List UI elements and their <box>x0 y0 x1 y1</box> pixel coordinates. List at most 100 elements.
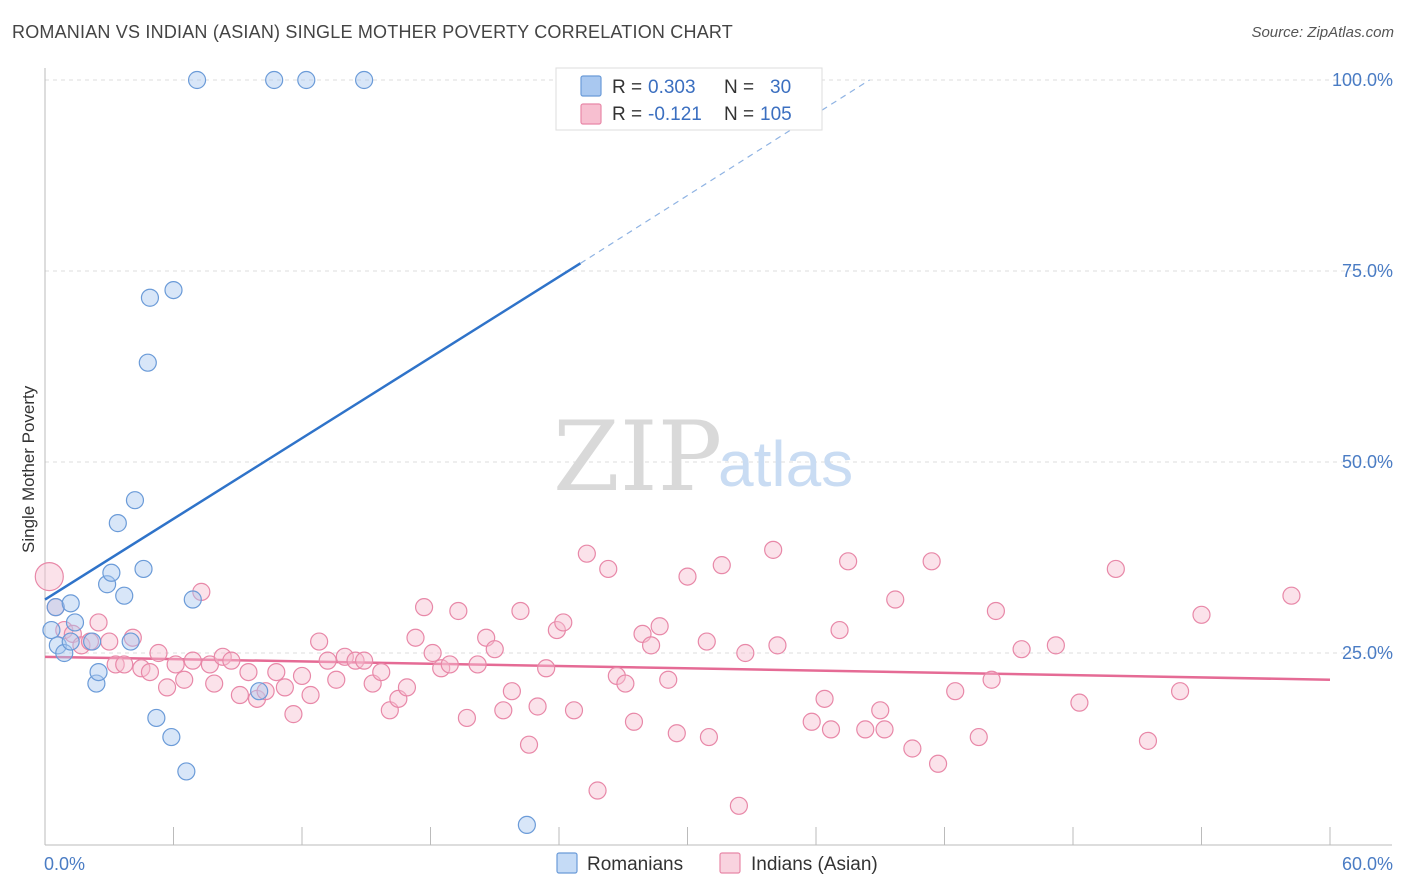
point-romanians <box>121 632 140 651</box>
legend-n-label: N = <box>724 104 754 125</box>
point-romanians <box>140 288 160 307</box>
point-indians <box>414 598 434 617</box>
point-indians <box>115 655 134 674</box>
point-romanians <box>177 762 196 781</box>
point-romanians <box>98 575 117 594</box>
point-romanians <box>61 594 80 613</box>
legend-n-value-indians: 105 <box>760 104 792 125</box>
point-indians <box>588 781 607 800</box>
watermark-atlas: atlas <box>718 428 853 500</box>
point-indians <box>1282 586 1301 605</box>
legend-swatch-indians <box>580 103 602 125</box>
point-indians <box>183 651 202 670</box>
point-indians <box>659 670 678 689</box>
chart-title: ROMANIAN VS INDIAN (ASIAN) SINGLE MOTHER… <box>12 22 733 42</box>
point-indians <box>175 670 194 689</box>
point-indians <box>946 682 965 701</box>
point-indians <box>1138 731 1158 750</box>
point-indians <box>764 540 783 559</box>
point-indians <box>641 636 661 655</box>
bottom-legend-swatch-indians <box>719 852 741 874</box>
point-indians <box>335 647 354 666</box>
point-indians <box>903 739 922 758</box>
point-indians <box>149 643 168 663</box>
axes <box>44 68 1392 846</box>
legend-n-label: N = <box>724 77 754 98</box>
point-indians <box>624 712 644 731</box>
point-indians <box>729 796 749 815</box>
point-indians <box>699 727 719 747</box>
point-romanians <box>265 70 284 90</box>
x-tick-label: 0.0% <box>44 854 85 874</box>
point-romanians <box>83 632 102 651</box>
point-indians <box>537 659 556 678</box>
point-romanians <box>187 70 207 90</box>
legend-r-label: R = <box>612 77 642 98</box>
point-romanians <box>61 632 80 651</box>
point-indians <box>928 754 948 773</box>
point-indians <box>284 705 303 724</box>
point-indians <box>650 617 669 636</box>
trend-lines <box>44 79 1331 681</box>
legend-n-value-romanians: 30 <box>770 77 791 98</box>
point-indians <box>616 674 635 693</box>
point-indians <box>72 636 91 655</box>
point-indians <box>230 685 249 705</box>
point-indians <box>821 720 841 739</box>
point-indians <box>1106 559 1125 579</box>
point-romanians <box>108 514 127 533</box>
point-indians <box>856 720 875 739</box>
point-indians <box>528 697 547 716</box>
point-indians <box>712 556 731 575</box>
point-indians <box>768 636 787 655</box>
point-indians <box>678 567 697 586</box>
data-points <box>34 70 1301 835</box>
point-indians <box>140 662 160 682</box>
point-indians <box>205 674 224 693</box>
point-indians <box>815 689 834 708</box>
point-indians <box>839 552 858 571</box>
point-indians <box>239 662 258 682</box>
point-romanians <box>162 727 181 747</box>
point-indians <box>292 666 312 686</box>
bottom-legend: Romanians Indians (Asian) <box>556 852 878 875</box>
point-indians <box>397 678 417 697</box>
point-indians <box>318 651 337 670</box>
point-romanians <box>297 70 316 90</box>
point-romanians <box>134 559 153 579</box>
point-indians <box>132 659 151 678</box>
legend-r-label: R = <box>612 104 642 125</box>
point-indians <box>166 655 185 674</box>
point-indians <box>667 724 686 743</box>
point-romanians <box>102 563 121 582</box>
point-indians <box>1070 693 1089 712</box>
point-indians <box>736 643 755 663</box>
point-romanians <box>55 643 74 663</box>
point-indians <box>502 682 521 701</box>
point-romanians <box>517 815 536 835</box>
point-indians <box>468 655 487 674</box>
point-romanians <box>42 620 61 640</box>
point-indians <box>922 552 941 571</box>
point-romanians <box>138 353 157 372</box>
legend-r-value-indians: -0.121 <box>648 104 702 125</box>
bottom-legend-label-indians: Indians (Asian) <box>751 854 878 875</box>
point-indians <box>301 685 320 705</box>
point-indians <box>310 632 329 651</box>
x-tick-label: 60.0% <box>1342 854 1393 874</box>
y-tick-labels: 25.0% 50.0% 75.0% 100.0% <box>1332 70 1393 663</box>
point-indians <box>871 701 890 720</box>
point-indians <box>802 712 821 731</box>
point-romanians <box>65 613 85 632</box>
point-indians <box>256 682 275 701</box>
point-indians <box>830 620 849 640</box>
point-romanians <box>183 590 202 609</box>
point-indians <box>157 678 177 697</box>
legend-r-value-romanians: 0.303 <box>648 77 696 98</box>
point-indians <box>969 727 988 747</box>
point-indians <box>100 632 119 651</box>
point-romanians <box>164 281 183 300</box>
point-indians <box>213 647 232 666</box>
point-romanians <box>355 70 374 90</box>
point-indians <box>1012 640 1031 659</box>
